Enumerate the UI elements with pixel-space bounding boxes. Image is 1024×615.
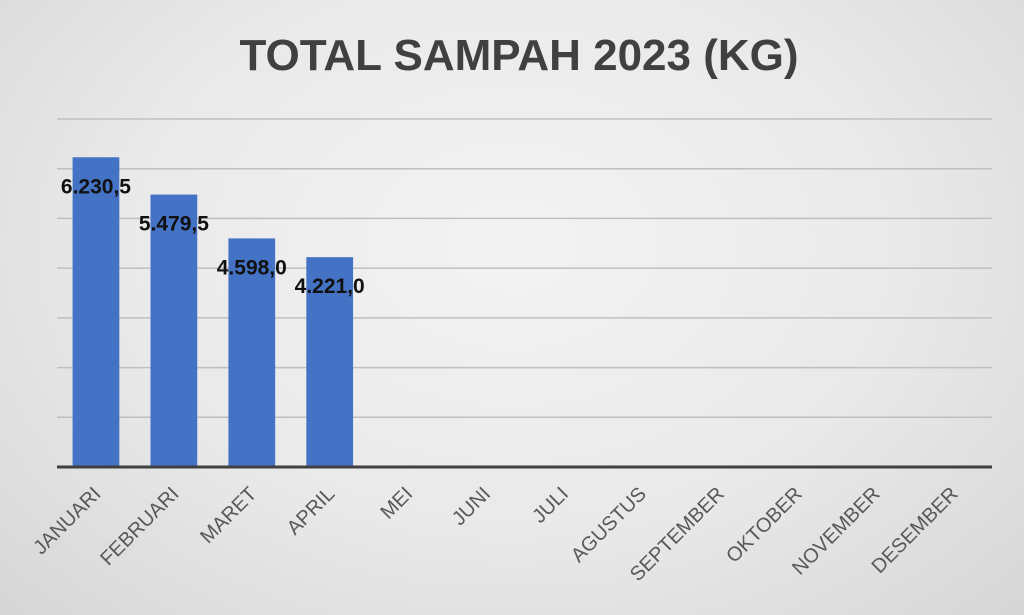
data-labels: 6.230,5 5.479,5 4.598,0 4.221,0 <box>61 175 365 298</box>
bars <box>72 157 354 468</box>
tick-label: MEI <box>376 483 417 524</box>
bar-januari <box>72 157 120 468</box>
tick-label: JULI <box>528 483 573 528</box>
tick-label: AGUSTUS <box>567 483 651 567</box>
tick-label: MARET <box>196 483 261 548</box>
data-label: 6.230,5 <box>61 175 131 198</box>
tick-label: JANUARI <box>29 483 105 559</box>
bar-april <box>306 257 354 467</box>
bar-februari <box>150 194 198 467</box>
tick-label: FEBRUARI <box>96 483 183 570</box>
data-label: 4.221,0 <box>295 275 365 298</box>
data-label: 5.479,5 <box>139 213 209 236</box>
data-label: 4.598,0 <box>217 256 287 279</box>
tick-label: APRIL <box>283 483 339 539</box>
tick-label: JUNI <box>448 483 495 530</box>
bar-maret <box>228 238 276 467</box>
chart-title: TOTAL SAMPAH 2023 (KG) <box>239 31 798 80</box>
gridlines <box>57 118 992 419</box>
tick-label: OKTOBER <box>722 483 806 567</box>
